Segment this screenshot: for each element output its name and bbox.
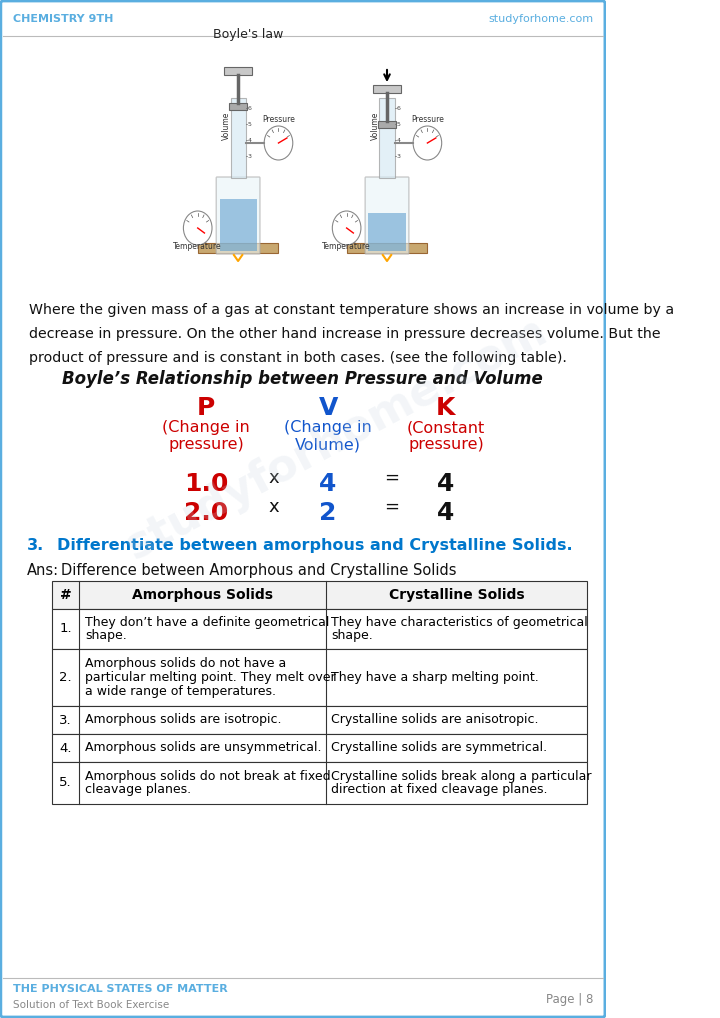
Text: shape.: shape. <box>331 629 373 642</box>
Text: P: P <box>197 396 215 420</box>
Text: 2: 2 <box>320 501 337 525</box>
Bar <box>224 67 253 75</box>
Text: Crystalline solids are anisotropic.: Crystalline solids are anisotropic. <box>331 714 539 727</box>
Text: Temperature: Temperature <box>174 242 222 251</box>
Text: particular melting point. They melt over: particular melting point. They melt over <box>85 671 336 684</box>
Text: 1.0: 1.0 <box>184 472 228 496</box>
Circle shape <box>264 126 293 160</box>
Bar <box>373 84 401 93</box>
Text: pressure): pressure) <box>408 437 484 452</box>
Text: Page | 8: Page | 8 <box>546 993 593 1006</box>
Bar <box>198 243 279 253</box>
Text: decrease in pressure. On the other hand increase in pressure decreases volume. B: decrease in pressure. On the other hand … <box>30 327 661 341</box>
Bar <box>52 649 588 706</box>
Bar <box>346 243 428 253</box>
Text: Pressure: Pressure <box>262 115 295 124</box>
Text: Solution of Text Book Exercise: Solution of Text Book Exercise <box>13 1000 169 1010</box>
Text: 4: 4 <box>248 137 251 143</box>
Text: Amorphous Solids: Amorphous Solids <box>132 588 273 602</box>
Bar <box>229 103 248 110</box>
Text: Amorphous solids are unsymmetrical.: Amorphous solids are unsymmetrical. <box>85 741 321 754</box>
Text: Amorphous solids do not have a: Amorphous solids do not have a <box>85 658 287 671</box>
Bar <box>52 706 588 734</box>
Text: 4: 4 <box>320 472 337 496</box>
Text: direction at fixed cleavage planes.: direction at fixed cleavage planes. <box>331 783 548 796</box>
Text: Volume: Volume <box>371 112 379 140</box>
Text: 5.: 5. <box>59 777 72 790</box>
Text: Boyle’s Relationship between Pressure and Volume: Boyle’s Relationship between Pressure an… <box>63 370 544 388</box>
Text: Pressure: Pressure <box>411 115 444 124</box>
Text: a wide range of temperatures.: a wide range of temperatures. <box>85 684 276 697</box>
Text: studyforhome.com: studyforhome.com <box>119 308 554 568</box>
Bar <box>52 609 588 649</box>
Text: Crystalline solids are symmetrical.: Crystalline solids are symmetrical. <box>331 741 548 754</box>
Text: =: = <box>384 469 399 487</box>
Text: 6: 6 <box>248 106 251 111</box>
Bar <box>52 734 588 762</box>
Circle shape <box>333 211 361 245</box>
Text: They have a sharp melting point.: They have a sharp melting point. <box>331 671 539 684</box>
Text: THE PHYSICAL STATES OF MATTER: THE PHYSICAL STATES OF MATTER <box>13 984 228 994</box>
Text: V: V <box>318 396 338 420</box>
Text: (Change in: (Change in <box>162 420 250 435</box>
Bar <box>379 98 395 178</box>
Bar <box>220 199 256 251</box>
FancyBboxPatch shape <box>365 177 409 254</box>
Text: 2.0: 2.0 <box>184 501 228 525</box>
Circle shape <box>184 211 212 245</box>
Bar <box>52 581 588 609</box>
Text: =: = <box>384 498 399 516</box>
Text: Difference between Amorphous and Crystalline Solids: Difference between Amorphous and Crystal… <box>60 563 456 578</box>
Text: x: x <box>268 469 279 487</box>
Text: Amorphous solids do not break at fixed: Amorphous solids do not break at fixed <box>85 770 330 783</box>
Text: 4: 4 <box>437 472 454 496</box>
Text: K: K <box>436 396 456 420</box>
Text: (Constant: (Constant <box>407 420 485 435</box>
Text: 5: 5 <box>396 121 400 126</box>
Text: Where the given mass of a gas at constant temperature shows an increase in volum: Where the given mass of a gas at constan… <box>30 303 675 317</box>
Text: #: # <box>60 588 71 602</box>
Text: Temperature: Temperature <box>323 242 371 251</box>
Text: 3.: 3. <box>27 538 44 553</box>
Text: 4: 4 <box>396 137 400 143</box>
Text: cleavage planes.: cleavage planes. <box>85 783 191 796</box>
Bar <box>369 213 405 251</box>
FancyBboxPatch shape <box>1 1 605 1017</box>
Bar <box>378 121 396 128</box>
Text: Differentiate between amorphous and Crystalline Solids.: Differentiate between amorphous and Crys… <box>57 538 573 553</box>
Text: Boyle's law: Boyle's law <box>213 29 284 41</box>
Text: Ans:: Ans: <box>27 563 59 578</box>
FancyBboxPatch shape <box>216 177 260 254</box>
Text: shape.: shape. <box>85 629 127 642</box>
Bar <box>230 98 246 178</box>
Text: 6: 6 <box>396 106 400 111</box>
Text: 4: 4 <box>437 501 454 525</box>
Text: (Change in: (Change in <box>284 420 372 435</box>
Text: 3: 3 <box>396 154 400 159</box>
Text: 2.: 2. <box>59 671 72 684</box>
Text: Crystalline Solids: Crystalline Solids <box>389 588 524 602</box>
Text: Volume: Volume <box>222 112 231 140</box>
Text: studyforhome.com: studyforhome.com <box>488 14 593 24</box>
Text: They have characteristics of geometrical: They have characteristics of geometrical <box>331 616 588 629</box>
Text: 4.: 4. <box>59 741 72 754</box>
Text: Crystalline solids break along a particular: Crystalline solids break along a particu… <box>331 770 592 783</box>
Text: 3: 3 <box>248 154 251 159</box>
Circle shape <box>413 126 441 160</box>
Text: pressure): pressure) <box>168 437 244 452</box>
Text: Amorphous solids are isotropic.: Amorphous solids are isotropic. <box>85 714 282 727</box>
Text: They don’t have a definite geometrical: They don’t have a definite geometrical <box>85 616 329 629</box>
Text: Volume): Volume) <box>295 437 361 452</box>
Text: 5: 5 <box>248 121 251 126</box>
Text: product of pressure and is constant in both cases. (see the following table).: product of pressure and is constant in b… <box>30 351 567 365</box>
Bar <box>52 762 588 804</box>
Text: 3.: 3. <box>59 714 72 727</box>
Text: 1.: 1. <box>59 622 72 635</box>
Text: CHEMISTRY 9TH: CHEMISTRY 9TH <box>13 14 113 24</box>
Text: x: x <box>268 498 279 516</box>
